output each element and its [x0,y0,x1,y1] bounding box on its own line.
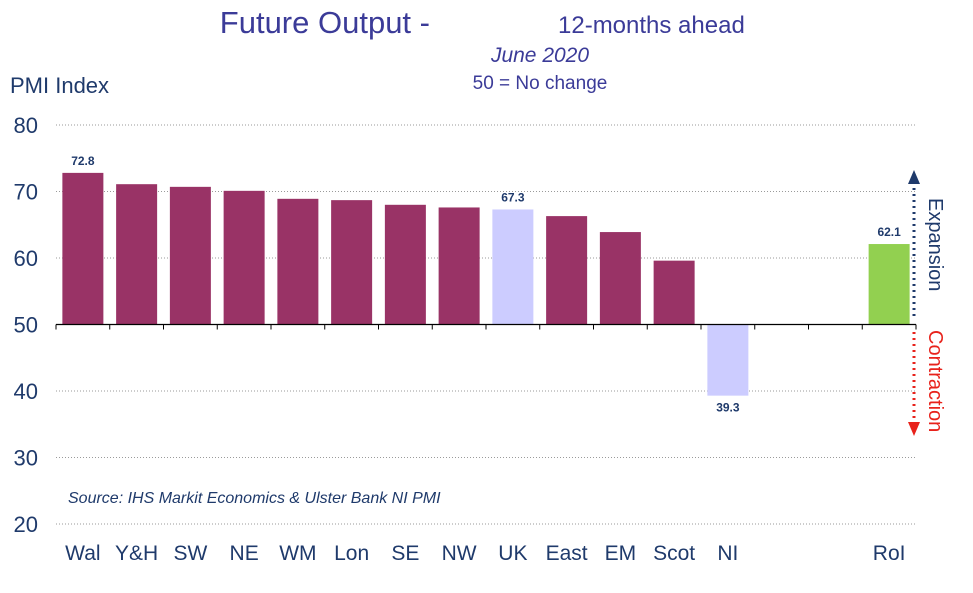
source-note: Source: IHS Markit Economics & Ulster Ba… [68,490,441,507]
y-tick-40: 40 [14,379,38,404]
x-axis-ticks: Wal Y&H SW NE WM Lon SE NW UK East EM Scot NI RoI [65,542,905,565]
bar-East [546,216,588,325]
data-label-UK: 67.3 [501,190,525,204]
expansion-label: Expansion [924,198,946,291]
x-tick-Lon: Lon [334,542,369,565]
chart-title-suffix: 12-months ahead [558,12,745,39]
data-label-Wal: 72.8 [71,154,95,168]
bar-NW [438,207,480,325]
x-tick-SE: SE [391,542,419,565]
bar-UK [492,209,534,325]
x-tick-East: East [546,542,588,565]
contraction-label: Contraction [924,330,946,432]
y-tick-60: 60 [14,246,38,271]
bar-SE [384,204,426,325]
y-tick-20: 20 [14,512,38,537]
x-tick-RoI: RoI [873,542,906,565]
bar-WM [277,198,319,325]
x-tick-NW: NW [442,542,477,565]
expansion-arrow [908,170,920,316]
y-axis-ticks: 20 30 40 50 60 70 80 [14,113,38,537]
bar-NI [707,324,749,396]
baseline-axis [55,323,917,330]
bar-EM [599,232,641,325]
y-tick-50: 50 [14,313,38,338]
bar-RoI [868,244,910,325]
x-tick-EM: EM [605,542,637,565]
gridlines [56,124,916,525]
x-tick-UK: UK [498,542,527,565]
y-tick-30: 30 [14,446,38,471]
data-labels: 72.8 67.3 39.3 62.1 [71,154,901,415]
data-label-NI: 39.3 [716,401,740,415]
x-tick-SW: SW [173,542,207,565]
bar-NE [223,190,265,325]
bar-Lon [331,200,373,325]
bar-Wal [62,172,104,325]
bar-SW [169,186,211,325]
y-axis-label: PMI Index [10,73,109,98]
bar-Scot [653,260,695,325]
x-tick-Scot: Scot [653,542,695,565]
bars [62,172,910,396]
x-tick-NE: NE [230,542,259,565]
y-tick-80: 80 [14,113,38,138]
chart-note: 50 = No change [473,73,608,94]
bar-Y&H [116,184,158,325]
contraction-arrow [908,332,920,436]
x-tick-NI: NI [717,542,738,565]
x-tick-Wal: Wal [65,542,100,565]
data-label-RoI: 62.1 [877,225,901,239]
x-tick-WM: WM [279,542,316,565]
chart-subtitle: June 2020 [490,44,589,67]
x-tick-Y&H: Y&H [115,542,158,565]
chart-title: Future Output - [220,5,430,40]
y-tick-70: 70 [14,180,38,205]
